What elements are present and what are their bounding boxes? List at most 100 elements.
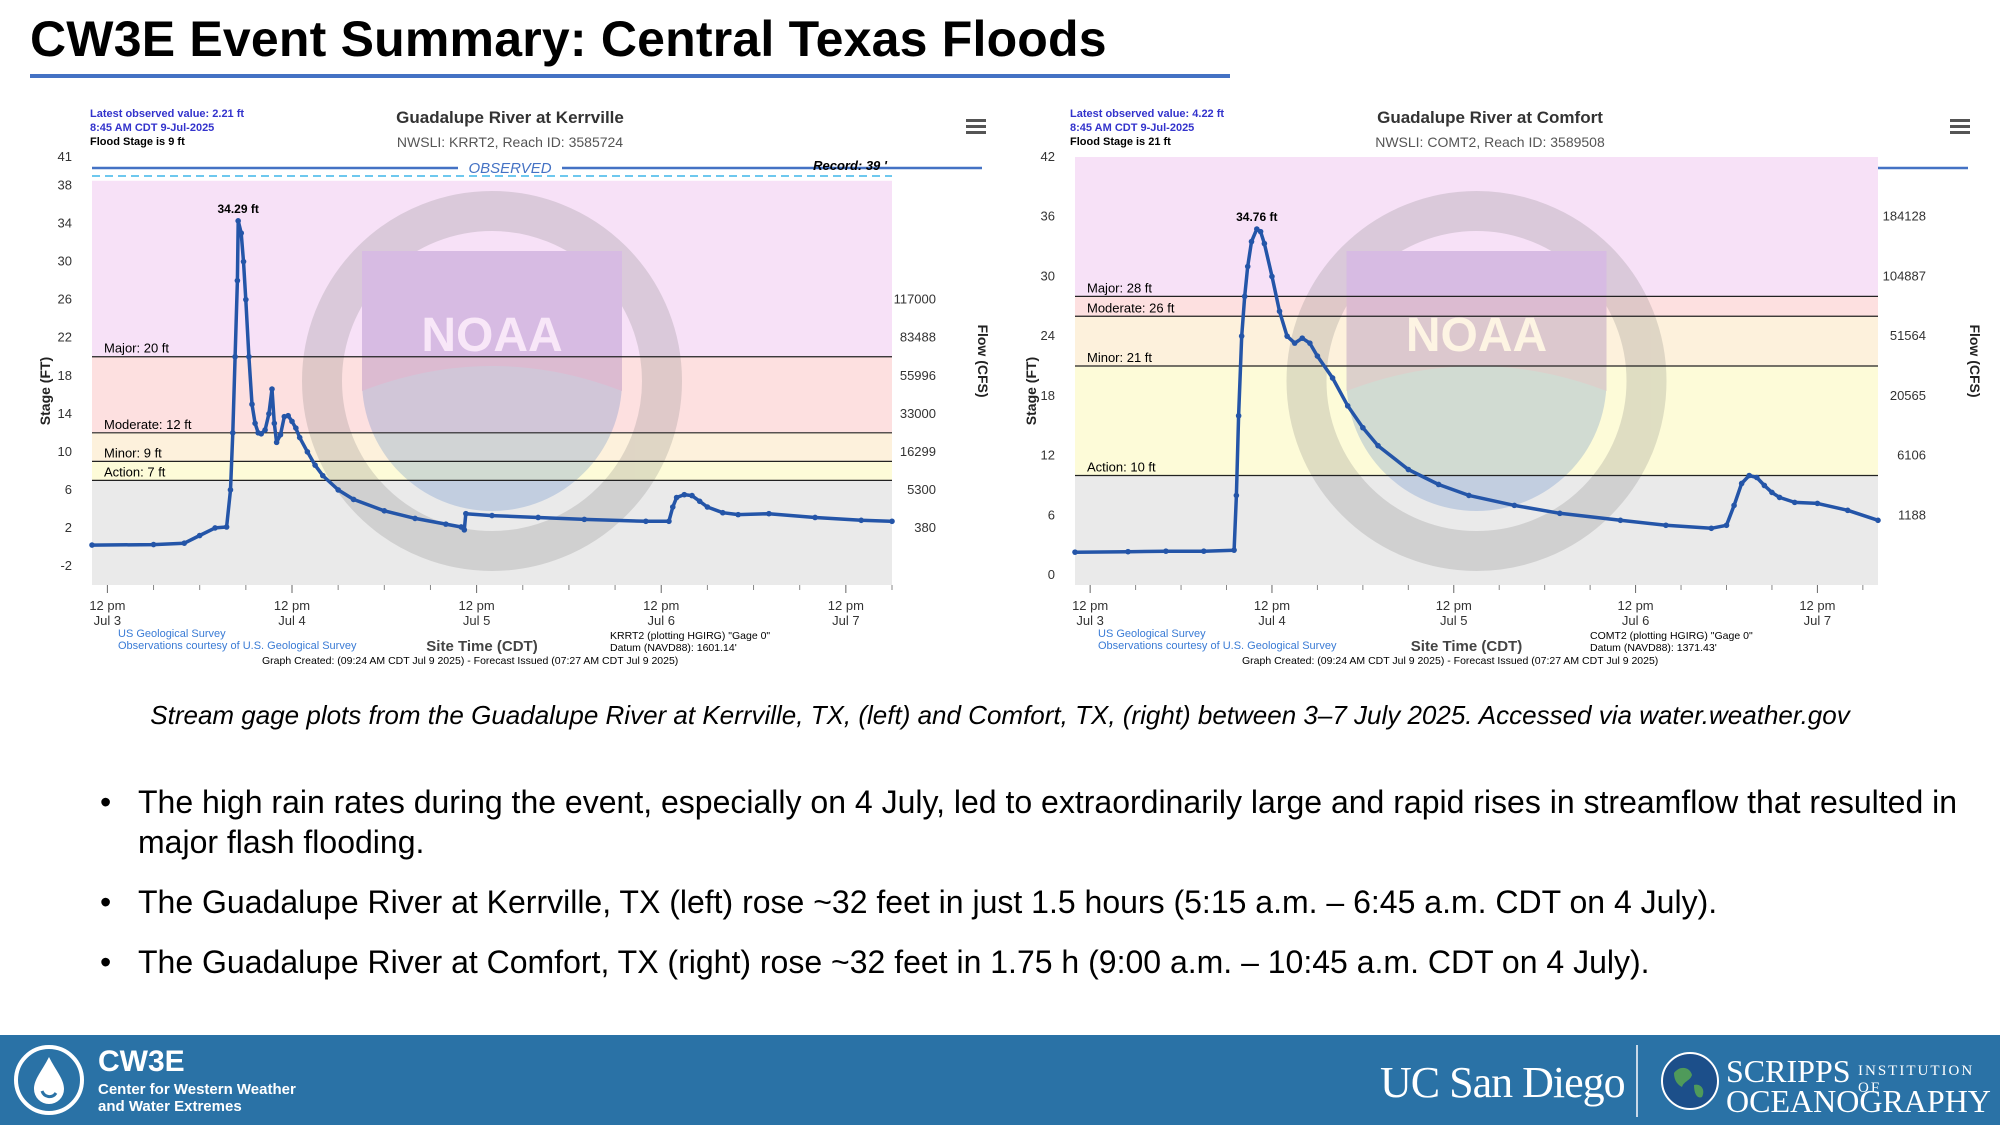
menu-bar xyxy=(966,119,986,122)
stage-data-point xyxy=(1466,492,1472,499)
stage-data-point xyxy=(681,491,688,498)
menu-bar xyxy=(1950,119,1970,122)
y-tick-label: 41 xyxy=(58,149,72,164)
threshold-label: Major: 20 ft xyxy=(104,341,169,356)
stage-data-point xyxy=(696,498,703,505)
menu-bar xyxy=(1950,125,1970,128)
bullet-item: The Guadalupe River at Kerrville, TX (le… xyxy=(100,882,1960,922)
stage-data-point xyxy=(1405,466,1412,473)
stage-data-point xyxy=(1231,547,1237,553)
y-axis-label: Stage (FT) xyxy=(37,357,53,425)
stage-data-point xyxy=(1276,308,1283,315)
watermark-disc xyxy=(362,251,622,511)
stage-data-point xyxy=(889,518,895,525)
stage-data-point xyxy=(1248,238,1255,245)
hamburger-menu-icon[interactable] xyxy=(966,119,986,134)
y2-tick-label: 184128 xyxy=(1883,209,1926,224)
y2-tick-label: 83488 xyxy=(900,330,936,345)
stage-data-point xyxy=(535,514,541,521)
stage-data-point xyxy=(89,542,95,548)
y2-tick-label: 380 xyxy=(914,520,936,535)
hamburger-menu-icon[interactable] xyxy=(1950,119,1970,134)
minor-band xyxy=(92,432,892,462)
stage-data-point xyxy=(1769,489,1775,496)
ucsd-logo-text: UC San Diego xyxy=(1380,1058,1626,1107)
cw3e-name: CW3E xyxy=(98,1045,185,1078)
x-tick-label: Jul 3 xyxy=(94,613,121,628)
stage-data-point xyxy=(735,511,741,518)
stage-data-point xyxy=(266,411,272,417)
stage-data-point xyxy=(1307,340,1313,346)
stage-data-point xyxy=(304,449,311,455)
bullet-list: The high rain rates during the event, es… xyxy=(100,782,1960,1002)
action-band xyxy=(1075,366,1878,476)
datum-line2: Datum (NAVD88): 1371.43' xyxy=(1590,642,1717,654)
stage-data-point xyxy=(463,510,469,517)
footer-bar: CW3E Center for Western Weather and Wate… xyxy=(0,1035,2000,1125)
x-tick-label: Jul 6 xyxy=(647,613,674,628)
watermark-upper xyxy=(1346,251,1607,391)
watermark-text: NOAA xyxy=(421,309,562,362)
minor-band xyxy=(1075,316,1878,367)
stage-data-point xyxy=(581,516,588,523)
observations-credit: Observations courtesy of U.S. Geological… xyxy=(118,640,357,652)
stage-data-point xyxy=(858,517,865,524)
datum-line1: COMT2 (plotting HGIRG) "Gage 0" xyxy=(1590,630,1753,642)
stage-data-point xyxy=(232,353,238,360)
x-tick-label: Jul 6 xyxy=(1622,613,1649,628)
latest-observed-time: 8:45 AM CDT 9-Jul-2025 xyxy=(90,122,214,134)
stage-data-point xyxy=(1163,548,1169,554)
stage-data-point xyxy=(1291,340,1298,346)
stage-data-point xyxy=(1753,474,1760,481)
y2-tick-label: 51564 xyxy=(1890,328,1926,343)
stage-data-point xyxy=(1708,525,1715,532)
x-tick-label: 12 pm xyxy=(1799,598,1835,613)
stage-data-point xyxy=(269,386,275,392)
stage-data-point xyxy=(1360,424,1366,431)
stage-data-point xyxy=(1244,263,1251,270)
stage-data-point xyxy=(1791,499,1798,506)
threshold-label: Moderate: 12 ft xyxy=(104,417,192,432)
comfort-stage-chart: Latest observed value: 4.22 ft 8:45 AM CD… xyxy=(1023,108,1983,667)
bullet-item: The Guadalupe River at Comfort, TX (righ… xyxy=(100,942,1960,982)
watermark-text: NOAA xyxy=(1406,309,1547,362)
stage-data-point xyxy=(1200,548,1207,554)
stage-data-point xyxy=(319,472,326,479)
x-tick-label: 12 pm xyxy=(1618,598,1654,613)
flood-stage-note: Flood Stage is 21 ft xyxy=(1070,136,1171,148)
stage-data-point xyxy=(666,518,672,525)
y-tick-label: 6 xyxy=(1048,507,1055,522)
peak-label: 34.29 ft xyxy=(217,202,258,216)
stage-data-point xyxy=(1761,482,1768,489)
stage-data-point xyxy=(234,277,241,284)
stage-data-point xyxy=(150,541,157,548)
y2-axis-label: Flow (CFS) xyxy=(1967,324,1983,397)
stage-data-point xyxy=(1072,549,1078,555)
stage-data-point xyxy=(1284,333,1290,339)
normal-band xyxy=(92,480,892,585)
x-tick-label: 12 pm xyxy=(643,598,679,613)
x-tick-label: Jul 4 xyxy=(1258,613,1285,628)
x-tick-label: 12 pm xyxy=(1072,598,1108,613)
stage-data-point xyxy=(1738,480,1745,487)
y2-axis-label: Flow (CFS) xyxy=(975,324,991,397)
chart-subtitle: NWSLI: COMT2, Reach ID: 3589508 xyxy=(1375,134,1605,150)
stage-data-point xyxy=(1814,500,1821,507)
threshold-label: Minor: 9 ft xyxy=(104,445,162,460)
x-tick-label: 12 pm xyxy=(1436,598,1472,613)
record-label: Record: 39 ' xyxy=(813,158,888,173)
stage-data-point xyxy=(235,218,241,224)
menu-bar xyxy=(1950,131,1970,134)
y-tick-label: 24 xyxy=(1041,328,1055,343)
watermark-upper xyxy=(362,251,622,391)
stage-data-point xyxy=(1435,481,1442,488)
x-tick-label: 12 pm xyxy=(1254,598,1290,613)
stage-data-point xyxy=(227,487,234,493)
noaa-watermark-icon: NOAA xyxy=(1286,191,1667,571)
stage-data-point xyxy=(1617,517,1624,524)
stage-data-point xyxy=(1238,333,1245,339)
stage-data-point xyxy=(1746,472,1753,479)
stage-data-point xyxy=(1557,510,1563,517)
stage-data-point xyxy=(1299,335,1306,341)
chart-subtitle: NWSLI: KRRT2, Reach ID: 3585724 xyxy=(397,134,623,150)
